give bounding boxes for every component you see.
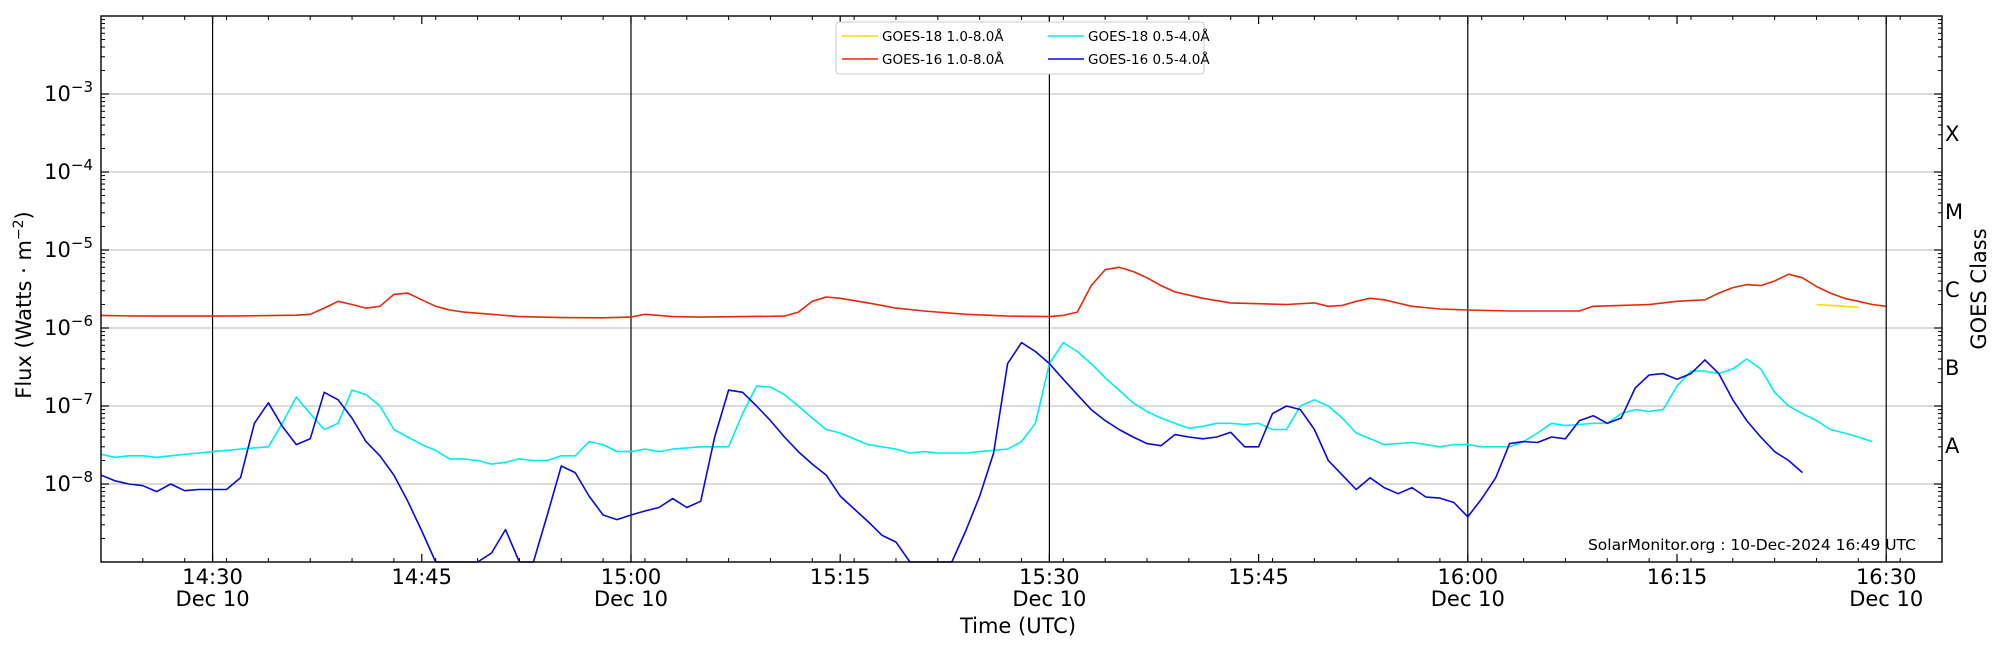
x-tick-label: 15:00 [601, 565, 662, 589]
x-tick-label: 15:30 [1019, 565, 1080, 589]
goes-class-a: A [1945, 434, 1960, 458]
x-tick-label: 15:45 [1228, 565, 1289, 589]
credit-text: SolarMonitor.org : 10-Dec-2024 16:49 UTC [1588, 536, 1916, 554]
y-tick-label: 10−7 [44, 390, 93, 418]
x-tick-label: 16:15 [1647, 565, 1708, 589]
legend-label-2: GOES-16 1.0-8.0Å [882, 51, 1004, 68]
series-line-2 [100, 266, 1887, 319]
goes-class-m: M [1945, 200, 1963, 224]
legend: GOES-18 1.0-8.0Å GOES-16 1.0-8.0Å GOES-18 … [835, 21, 1210, 75]
x-axis-label: Time (UTC) [959, 614, 1076, 638]
gridlines [101, 93, 1942, 485]
y-axis-label: Flux (Watts · m−2) [11, 211, 36, 399]
y-tick-label: 10−5 [44, 234, 93, 262]
goes-class-x: X [1945, 122, 1959, 146]
y-tick-label: 10−6 [44, 312, 93, 340]
goes-class-labels: A B C M X [1945, 122, 1963, 458]
x-tick-date-label: Dec 10 [594, 587, 668, 611]
legend-label-3: GOES-18 0.5-4.0Å [1088, 28, 1210, 45]
y-tick-label: 10−3 [44, 78, 93, 106]
x-tick-label: 15:15 [810, 565, 871, 589]
goes-class-b: B [1945, 356, 1959, 380]
goes-class-axis-label: GOES Class [1967, 228, 1991, 349]
x-tick-date-label: Dec 10 [1012, 587, 1086, 611]
x-tick-date-label: Dec 10 [1431, 587, 1505, 611]
plot-area [101, 16, 1942, 562]
day-boundary-lines [211, 16, 1887, 562]
legend-label-1: GOES-18 1.0-8.0Å [882, 28, 1004, 45]
series-line-1 [1816, 303, 1859, 308]
x-tick-label: 16:30 [1856, 565, 1917, 589]
x-tick-label: 14:30 [182, 565, 243, 589]
legend-label-4: GOES-16 0.5-4.0Å [1088, 51, 1210, 68]
y-tick-label: 10−4 [44, 156, 93, 184]
plot-background [101, 16, 1942, 562]
x-tick-label: 14:45 [392, 565, 453, 589]
goes-class-c: C [1945, 278, 1960, 302]
y-tick-label: 10−8 [44, 468, 93, 496]
legend-box [835, 21, 1205, 75]
x-tick-label: 16:00 [1438, 565, 1499, 589]
x-tick-date-label: Dec 10 [1849, 587, 1923, 611]
y-axis-ticks: 10−8 10−7 10−6 10−5 10−4 10−3 [44, 19, 1942, 540]
x-tick-date-label: Dec 10 [176, 587, 250, 611]
